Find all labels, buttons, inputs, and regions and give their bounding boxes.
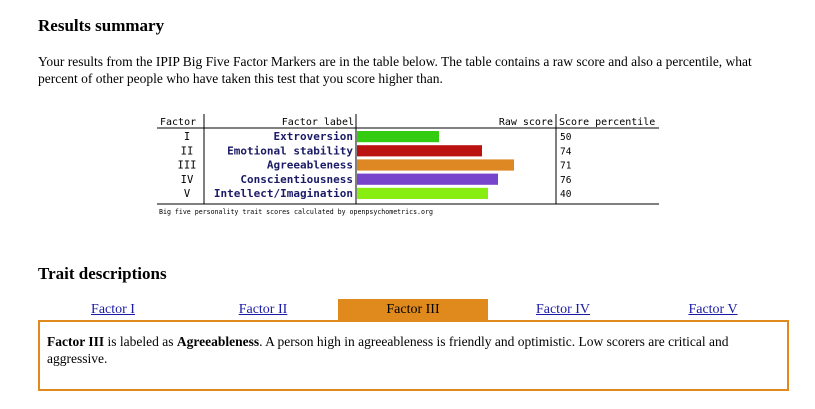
tab-factor-4[interactable]: Factor IV [488, 299, 638, 320]
row-factor-numeral: I [184, 131, 190, 143]
factor-tabs: Factor I Factor II Factor III Factor IV … [38, 299, 788, 320]
results-intro-text: Your results from the IPIP Big Five Fact… [38, 54, 752, 86]
row-factor-numeral: III [178, 160, 197, 172]
row-factor-numeral: V [184, 188, 191, 200]
tab-factor-5[interactable]: Factor V [638, 299, 788, 320]
row-percentile: 71 [560, 161, 572, 172]
row-factor-label: Emotional stability [227, 144, 353, 157]
header-factor: Factor [160, 117, 196, 128]
tab-factor-1[interactable]: Factor I [38, 299, 188, 320]
tab-factor-1-link[interactable]: Factor I [91, 302, 135, 317]
row-percentile: 76 [560, 175, 572, 186]
row-factor-label: Agreeableness [267, 159, 353, 172]
row-raw-score-bar [357, 131, 439, 143]
tab-factor-3-label: Factor III [386, 302, 440, 317]
desc-mid-text: is labeled as [104, 334, 177, 349]
tab-factor-2[interactable]: Factor II [188, 299, 338, 320]
row-raw-score-bar [357, 159, 514, 171]
row-raw-score-bar [357, 187, 488, 199]
row-raw-score-bar [357, 173, 498, 185]
row-factor-label: Conscientiousness [240, 173, 353, 186]
header-factor-label: Factor label [282, 117, 354, 128]
row-percentile: 50 [560, 132, 572, 143]
row-percentile: 40 [560, 189, 572, 200]
tab-factor-4-link[interactable]: Factor IV [535, 302, 591, 317]
chart-caption: Big five personality trait scores calcul… [159, 208, 433, 216]
trait-descriptions-heading: Trait descriptions [38, 264, 167, 283]
desc-trait-name: Agreeableness [176, 334, 260, 349]
row-percentile: 74 [560, 146, 572, 157]
results-summary-heading: Results summary [38, 16, 165, 35]
header-score-percentile: Score percentile [559, 117, 655, 128]
row-factor-label: Extroversion [274, 130, 353, 143]
tab-factor-2-link[interactable]: Factor II [238, 302, 288, 317]
header-raw-score: Raw score [499, 117, 553, 128]
tab-factor-3[interactable]: Factor III [338, 299, 488, 320]
row-factor-label: Intellect/Imagination [214, 187, 353, 200]
row-factor-numeral: II [181, 145, 194, 157]
scores-chart: Factor Factor label Raw score Score percent… [157, 114, 659, 216]
desc-body-text: . A person high in agreeableness is frie… [47, 334, 729, 366]
tab-factor-5-link[interactable]: Factor V [688, 302, 738, 317]
trait-description-panel: Factor III is labeled as Agreeableness. … [38, 320, 789, 391]
row-factor-numeral: IV [181, 174, 194, 186]
row-raw-score-bar [357, 145, 482, 157]
desc-factor-name: Factor III [47, 334, 105, 349]
